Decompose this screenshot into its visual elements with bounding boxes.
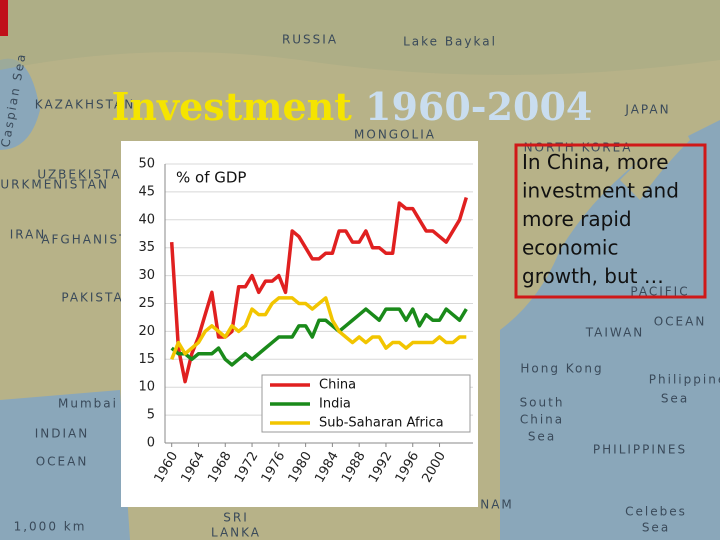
map-label: OCEAN: [654, 315, 707, 329]
map-label: China: [520, 413, 564, 427]
map-label: LANKA: [211, 526, 261, 540]
y-tick-label: 0: [147, 436, 155, 451]
map-label: PAKISTAN: [61, 291, 134, 305]
map-label: IRAN: [10, 228, 47, 242]
title-part: Investment: [112, 84, 353, 129]
map-label: Mumbai: [58, 397, 118, 411]
map-label: INDIAN: [35, 427, 89, 441]
y-tick-label: 15: [138, 352, 155, 367]
map-label: Philippine: [649, 373, 720, 387]
map-label: AFGHANISTAN: [41, 233, 148, 247]
map-sea: [0, 390, 130, 540]
map-label: PACIFIC: [630, 285, 689, 299]
y-tick-label: 45: [138, 184, 155, 199]
y-tick-label: 35: [138, 240, 155, 255]
map-label: KAZAKHSTAN: [35, 98, 135, 112]
map-label: PHILIPPINES: [593, 443, 687, 457]
map-label: Celebes: [625, 505, 687, 519]
map-label: Lake Baykal: [403, 35, 497, 49]
map-label: NAM: [480, 498, 514, 512]
y-tick-label: 50: [138, 157, 155, 172]
map-sea: [500, 120, 720, 540]
series-line: [170, 307, 468, 367]
map-region: [0, 0, 720, 75]
map-label: OCEAN: [36, 455, 89, 469]
y-tick-label: 25: [138, 296, 155, 311]
series-line: [169, 196, 468, 384]
map-label: TAIWAN: [585, 326, 645, 340]
y-axis-label: % of GDP: [176, 169, 246, 187]
map-label: SRI: [223, 511, 249, 525]
map-label: Hong Kong: [520, 362, 603, 376]
title-part: 1960-2004: [365, 84, 592, 129]
callout-text: In China, more investment and more rapid ec…: [522, 150, 679, 288]
map-label: UZBEKISTAN: [37, 168, 132, 182]
map-labels: RUSSIA Lake Baykal KAZAKHSTAN MONGOLIA JAPAN…: [0, 33, 720, 540]
corner-mark: [0, 0, 8, 36]
map-label: Sea: [642, 521, 670, 535]
series-line: [170, 296, 467, 360]
legend-label: China: [319, 378, 356, 393]
y-tick-label: 5: [147, 408, 155, 423]
map-label: 1,000 km: [14, 520, 87, 534]
map-land: [620, 120, 690, 200]
map-label: South: [520, 396, 565, 410]
legend-label: India: [319, 397, 351, 412]
legend-label: Sub-Saharan Africa: [319, 416, 444, 431]
y-tick-label: 40: [138, 212, 155, 227]
map-label: MONGOLIA: [354, 128, 436, 142]
y-tick-label: 10: [138, 380, 155, 395]
map-label: JAPAN: [624, 103, 670, 117]
map-sea: [0, 58, 40, 151]
y-tick-label: 20: [138, 324, 155, 339]
map-label: Sea: [661, 392, 689, 406]
map-label: RUSSIA: [282, 33, 338, 47]
slide-title: Investment 1960-2004: [112, 84, 593, 129]
y-tick-label: 30: [138, 268, 155, 283]
map-label: TURKMENISTAN: [0, 178, 109, 192]
callout-box: [514, 143, 707, 299]
map-label: Sea: [528, 430, 556, 444]
